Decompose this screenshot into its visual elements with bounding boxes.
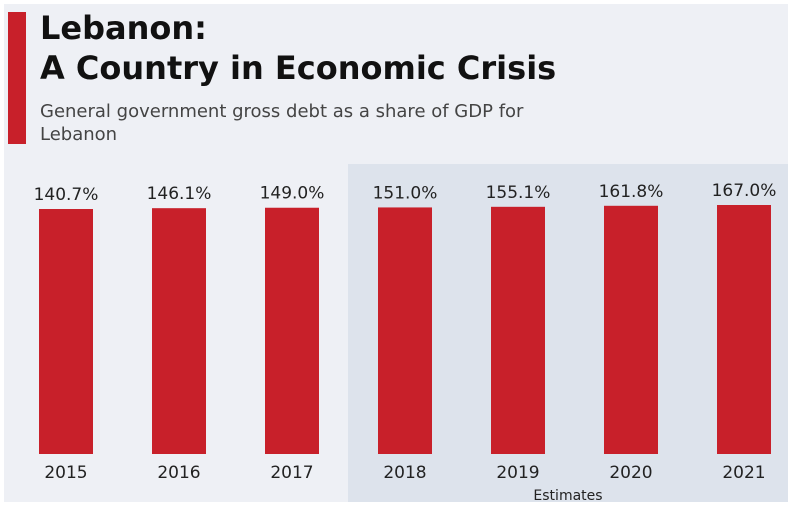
bar-2015: [39, 209, 93, 454]
x-tick-2020: 2020: [609, 463, 652, 483]
bar-2017: [265, 208, 319, 454]
x-tick-2016: 2016: [157, 463, 200, 483]
bar-2019: [491, 207, 545, 454]
value-label-2018: 151.0%: [373, 183, 438, 203]
x-tick-2017: 2017: [270, 463, 313, 483]
x-tick-2019: 2019: [496, 463, 539, 483]
x-tick-2018: 2018: [383, 463, 426, 483]
value-label-2020: 161.8%: [599, 182, 664, 202]
bar-2016: [152, 208, 206, 454]
value-label-2019: 155.1%: [486, 183, 551, 203]
x-tick-2021: 2021: [722, 463, 765, 483]
value-label-2021: 167.0%: [712, 181, 777, 201]
bar-2020: [604, 206, 658, 454]
estimates-label: Estimates: [533, 488, 602, 504]
value-label-2016: 146.1%: [147, 184, 212, 204]
value-label-2015: 140.7%: [34, 185, 99, 205]
bar-2021: [717, 205, 771, 454]
x-tick-2015: 2015: [44, 463, 87, 483]
bar-2018: [378, 207, 432, 454]
value-label-2017: 149.0%: [260, 184, 325, 204]
